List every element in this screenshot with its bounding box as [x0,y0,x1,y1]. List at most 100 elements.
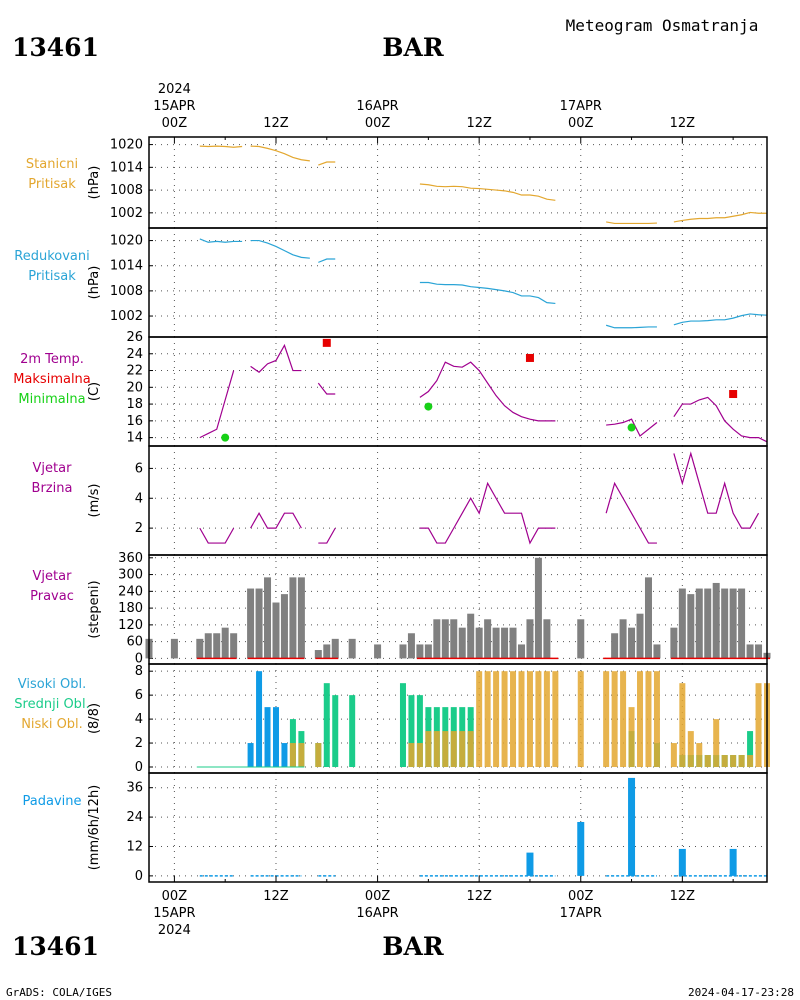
series-line [419,281,556,305]
cloud-low-bar [653,671,660,768]
cloud-low-bar [518,671,525,768]
cloud-low-bar [620,671,627,768]
y-tick-label: 180 [118,601,143,616]
wind-dir-bar [501,627,509,659]
series-line [606,221,657,225]
series-line [318,258,336,263]
panel-label: Vjetar [33,569,73,584]
top-hour-label: 12Z [670,116,696,131]
panel-label: 2m Temp. [20,352,84,367]
tmax-marker [525,353,534,362]
station-name-top: BAR [382,33,444,62]
wind-dir-bar [230,633,238,659]
cloud-mid-bar [323,683,330,768]
wind-dir-bar [644,577,652,659]
panel-label: Redukovani [14,249,89,264]
wind-dir-bar [213,633,221,659]
series-line [250,145,310,162]
cloud-high-bar [272,707,279,768]
panel-7: 0 12 24 36 (mm/6h/12h) Padavine [23,772,768,884]
y-tick-label: 0 [135,760,143,775]
wind-dir-bar [170,638,178,659]
cloud-mid-bar [349,695,356,768]
cloud-low-bar [645,671,652,768]
series-line [605,324,657,329]
y-tick-label: 26 [126,330,143,345]
station-name-bottom: BAR [382,932,444,961]
precip-bar [628,777,636,876]
y-tick-label: 1002 [110,309,143,324]
top-hour-label: 00Z [365,116,391,131]
series-line [250,511,302,529]
bottom-hour-label: 00Z [365,889,391,904]
wind-dir-bar [450,619,458,659]
cloud-low-bar [628,707,635,768]
wind-dir-bar [628,627,636,659]
time-axis-layer: 15APR 00Z 00Z 15APR 16APR 00Z 00Z 16APR 17APR 00Z… [153,82,734,938]
bottom-hour-label: 00Z [568,889,594,904]
wind-dir-bar [746,644,754,659]
tmin-marker [221,433,230,442]
panel-frame [148,336,768,447]
cloud-low-bar [459,731,466,768]
cloud-low-bar [501,671,508,768]
y-tick-label: 16 [126,414,143,429]
wind-dir-bar [738,588,746,659]
cloud-high-bar [256,671,263,768]
panel-label: Niski Obl. [21,717,83,732]
wind-dir-bar [704,588,712,659]
cloud-low-bar [687,731,694,768]
footer-timestamp: 2024-04-17-23:28 [688,986,794,999]
series-line [250,343,302,373]
panel-1: 1002 1008 1014 1020 (hPa) Stanicni Pritisak [26,136,768,229]
cloud-low-bar [611,671,618,768]
y-axis-label: (mm/6h/12h) [87,785,102,871]
panel-6: 0 2 4 6 8 (8/8)Visoki Obl. Srednji Obl. Niski O… [14,663,770,775]
cloud-low-bar [510,671,517,768]
wind-dir-bar [534,557,542,659]
panel-2: 1002 1008 1014 1020 (hPa) Redukovani Pritisak [14,227,768,338]
panel-frame [148,227,768,338]
y-tick-label: 12 [126,839,143,854]
y-tick-label: 20 [126,380,143,395]
series-line [673,313,768,326]
y-axis-label: (m/s) [87,484,102,518]
series-line [318,527,336,544]
series-line [673,396,768,443]
y-tick-label: 1008 [110,284,143,299]
panel-label: Pritisak [28,177,76,192]
wind-dir-bar [407,633,415,659]
wind-dir-bar [272,602,280,659]
bottom-date-label: 15APR [153,906,195,921]
cloud-low-bar [298,743,305,768]
bottom-date-label: 16APR [356,906,398,921]
series-line [606,418,658,437]
y-tick-label: 1014 [110,160,143,175]
y-tick-label: 2 [135,521,143,536]
wind-dir-bar [374,644,382,659]
wind-dir-bar [721,588,729,659]
panel-label: Visoki Obl. [18,677,86,692]
cloud-high-bar [281,743,288,768]
cloud-low-bar [713,719,720,768]
footer-credit: GrADS: COLA/IGES [6,986,112,999]
series-line [317,382,336,395]
cloud-low-bar [704,755,711,768]
cloud-low-bar [679,683,686,768]
panel-label: Brzina [32,481,73,496]
cloud-low-bar [442,731,449,768]
wind-dir-bar [348,638,356,659]
wind-dir-bar [687,594,695,659]
y-tick-label: 300 [118,568,143,583]
precip-bar [526,852,534,876]
y-tick-label: 1002 [110,206,143,221]
y-tick-label: 1014 [110,259,143,274]
y-tick-label: 6 [135,461,143,476]
series-line [673,451,760,529]
cloud-low-bar [315,743,322,768]
wind-dir-bar [729,588,737,659]
series-line [673,211,767,223]
y-axis-label: (C) [87,382,102,401]
